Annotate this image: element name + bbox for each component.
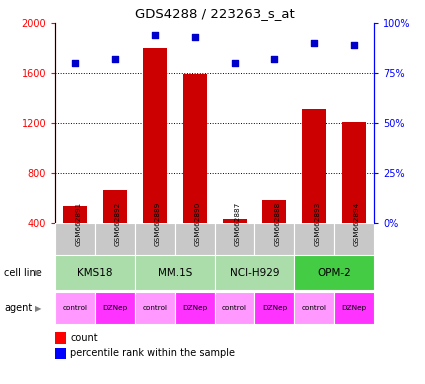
Bar [175, 292, 215, 324]
Text: GSM662894: GSM662894 [354, 202, 360, 247]
Bar [135, 223, 175, 255]
Title: GDS4288 / 223263_s_at: GDS4288 / 223263_s_at [135, 7, 295, 20]
Bar [334, 223, 374, 255]
Point [72, 60, 79, 66]
Point [151, 32, 158, 38]
Bar [55, 223, 95, 255]
Text: percentile rank within the sample: percentile rank within the sample [70, 348, 235, 358]
Text: control: control [62, 305, 88, 311]
Text: DZNep: DZNep [102, 305, 128, 311]
Text: GSM662888: GSM662888 [275, 202, 280, 247]
Text: GSM662893: GSM662893 [314, 202, 320, 247]
Text: DZNep: DZNep [341, 305, 367, 311]
Point [271, 56, 278, 62]
Text: agent: agent [4, 303, 32, 313]
Text: NCI-H929: NCI-H929 [230, 268, 279, 278]
Bar [55, 292, 95, 324]
Text: GSM662890: GSM662890 [195, 202, 201, 247]
Point [191, 34, 198, 40]
Text: count: count [70, 333, 98, 343]
Bar [294, 223, 334, 255]
Bar [143, 48, 167, 273]
Bar [135, 292, 175, 324]
Text: DZNep: DZNep [262, 305, 287, 311]
Bar [223, 219, 246, 273]
Bar [215, 223, 255, 255]
Text: control: control [302, 305, 327, 311]
Bar [255, 292, 294, 324]
Bar [95, 292, 135, 324]
Bar [215, 255, 294, 290]
Text: ▶: ▶ [35, 268, 42, 277]
Bar [342, 122, 366, 273]
Bar [262, 200, 286, 273]
Text: GSM662892: GSM662892 [115, 202, 121, 247]
Bar [55, 255, 135, 290]
Text: OPM-2: OPM-2 [317, 268, 351, 278]
Text: GSM662889: GSM662889 [155, 202, 161, 247]
Bar [175, 223, 215, 255]
Text: GSM662887: GSM662887 [235, 202, 241, 247]
Point [231, 60, 238, 66]
Bar [135, 255, 215, 290]
Text: cell line: cell line [4, 268, 42, 278]
Text: MM.1S: MM.1S [158, 268, 192, 278]
Bar [63, 207, 87, 273]
Bar [183, 74, 207, 273]
Bar [294, 292, 334, 324]
Text: KMS18: KMS18 [77, 268, 113, 278]
Text: GSM662891: GSM662891 [75, 202, 81, 247]
Bar [302, 109, 326, 273]
Bar [215, 292, 255, 324]
Bar [255, 223, 294, 255]
Bar [95, 223, 135, 255]
Text: control: control [222, 305, 247, 311]
Point [351, 42, 357, 48]
Text: DZNep: DZNep [182, 305, 207, 311]
Text: ▶: ▶ [35, 304, 42, 313]
Bar [103, 190, 127, 273]
Point [112, 56, 119, 62]
Point [311, 40, 317, 46]
Bar [294, 255, 374, 290]
Text: control: control [142, 305, 167, 311]
Bar [334, 292, 374, 324]
